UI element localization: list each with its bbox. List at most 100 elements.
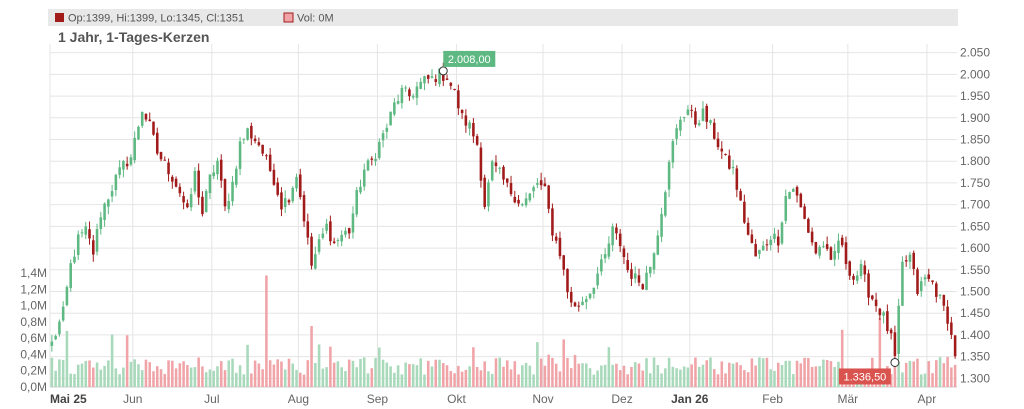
volume-bar: [159, 369, 163, 387]
volume-bar: [776, 362, 780, 387]
volume-bar: [178, 363, 182, 387]
candle-body: [773, 233, 776, 240]
volume-bar: [54, 370, 57, 387]
candle-body: [189, 194, 193, 208]
volume-bar: [818, 366, 821, 387]
candle-body: [746, 222, 750, 235]
volume-legend-label: Vol: 0M: [297, 13, 334, 25]
volume-bar: [219, 361, 223, 387]
candle-body: [686, 109, 690, 115]
candle-body: [818, 246, 821, 256]
candle-body: [344, 230, 347, 235]
volume-bar: [261, 369, 264, 387]
grid-lines: [49, 44, 957, 388]
volume-bar: [528, 365, 532, 387]
candle-body: [152, 121, 155, 135]
candle-body: [276, 182, 279, 195]
candle-body: [487, 182, 490, 207]
candle-body: [430, 76, 434, 78]
time-tick-label: Apr: [918, 392, 937, 406]
candle-body: [807, 218, 810, 233]
candle-body: [739, 191, 742, 201]
volume-bar: [242, 374, 246, 387]
volume-bar: [80, 363, 84, 387]
candle-body: [923, 277, 927, 280]
candle-body: [585, 299, 588, 303]
candle-body: [298, 174, 302, 198]
volume-bar: [551, 357, 554, 387]
candle-body: [848, 261, 852, 276]
volume-bar: [630, 366, 633, 387]
volume-bar: [182, 361, 185, 387]
candle-body: [833, 250, 836, 260]
volume-bar: [588, 368, 592, 387]
candle-body: [867, 273, 870, 298]
candle-body: [901, 261, 904, 306]
volume-tick-label: 0,8M: [20, 315, 47, 329]
candle-body: [118, 167, 121, 175]
volume-bar: [329, 346, 332, 387]
candle-body: [859, 264, 863, 277]
time-tick-label: Mai 25: [50, 392, 87, 406]
volume-bar: [385, 362, 389, 387]
time-tick-label: Feb: [762, 392, 783, 406]
candle-body: [758, 249, 761, 255]
volume-bar: [792, 374, 795, 387]
candle-body: [163, 159, 167, 161]
candle-body: [697, 123, 701, 126]
candle-body: [321, 233, 325, 238]
volume-tick-label: 1,2M: [20, 282, 47, 296]
candle-body: [709, 120, 712, 123]
candle-body: [88, 229, 91, 239]
volume-bar: [652, 357, 656, 387]
candle-body: [630, 269, 633, 279]
candle-body: [878, 308, 882, 316]
candle-body: [374, 158, 377, 162]
volume-bar: [679, 369, 682, 387]
volume-bar: [788, 360, 791, 387]
volume-bar: [152, 371, 155, 387]
candle-body: [449, 82, 453, 86]
price-tick-label: 1.500: [960, 284, 990, 298]
candle-body: [626, 260, 629, 271]
volume-bar: [370, 368, 374, 387]
volume-tick-label: 0,6M: [20, 331, 47, 345]
candle-body: [479, 147, 483, 181]
volume-bar: [694, 357, 697, 387]
volume-bar: [272, 364, 276, 387]
time-tick-label: Mär: [838, 392, 859, 406]
candle-body: [238, 141, 242, 169]
volume-bar: [953, 364, 957, 387]
candle-body: [317, 239, 321, 252]
volume-bar: [475, 367, 479, 387]
price-tick-label: 1.600: [960, 241, 990, 255]
chart-header: Op:1399, Hi:1399, Lo:1345, Cl:1351 Vol: …: [48, 9, 958, 26]
volume-bar: [291, 363, 295, 387]
candle-body: [445, 78, 449, 80]
candle-body: [637, 275, 641, 283]
candle-body: [396, 101, 400, 104]
candle-body: [381, 133, 385, 141]
volume-bar: [814, 366, 818, 387]
volume-bar: [65, 330, 69, 387]
candle-body: [927, 274, 931, 279]
candle-body: [795, 187, 799, 196]
volume-bar: [536, 342, 539, 387]
volume-bar: [238, 365, 242, 387]
candle-body: [569, 291, 573, 303]
volume-bar: [423, 374, 426, 387]
candle-body: [611, 226, 614, 246]
candle-body: [953, 335, 957, 357]
volume-bar: [174, 368, 178, 387]
candle-body: [310, 236, 313, 266]
volume-bar: [280, 361, 283, 387]
volume-bar: [664, 368, 667, 387]
volume-bar: [408, 364, 411, 387]
volume-bar: [618, 370, 622, 387]
candle-body: [464, 115, 468, 126]
candle-body: [340, 234, 343, 242]
volume-bar: [758, 357, 761, 387]
candle-body: [302, 195, 306, 222]
price-tick-label: 2.050: [960, 46, 990, 60]
